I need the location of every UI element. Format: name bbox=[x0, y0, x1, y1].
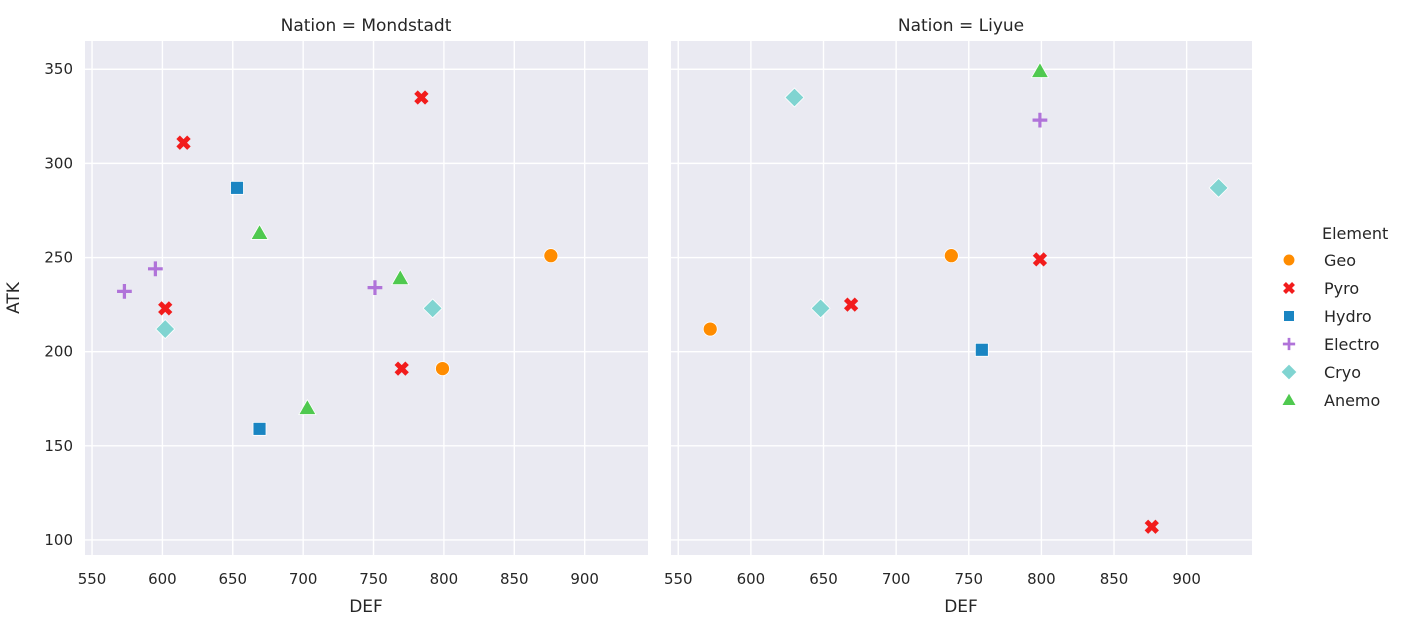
point-cryo bbox=[810, 298, 831, 319]
x-tick-label: 750 bbox=[359, 570, 388, 588]
point-geo bbox=[702, 321, 718, 337]
y-tick-label: 100 bbox=[44, 531, 73, 549]
x-tick-label: 850 bbox=[1100, 570, 1129, 588]
x-tick-label: 900 bbox=[570, 570, 599, 588]
point-cryo bbox=[422, 298, 443, 319]
legend-label: Electro bbox=[1324, 335, 1379, 354]
legend-label: Anemo bbox=[1324, 391, 1380, 410]
point-cryo bbox=[1208, 177, 1229, 198]
x-tick-label: 850 bbox=[500, 570, 529, 588]
y-axis-label: ATK bbox=[4, 281, 24, 314]
x-tick-label: 650 bbox=[809, 570, 838, 588]
point-pyro bbox=[176, 135, 191, 150]
point-geo bbox=[543, 248, 559, 264]
plot-area-mondstadt bbox=[85, 41, 648, 555]
point-hydro bbox=[252, 421, 267, 436]
x-tick-label: 700 bbox=[289, 570, 318, 588]
point-electro bbox=[367, 280, 383, 296]
x-tick-label: 800 bbox=[430, 570, 459, 588]
legend-item-electro: Electro bbox=[1282, 335, 1379, 354]
point-electro bbox=[117, 284, 132, 299]
panel-title-mondstadt: Nation = Mondstadt bbox=[281, 16, 452, 36]
point-anemo bbox=[250, 223, 269, 240]
point-pyro bbox=[1144, 519, 1159, 534]
legend-marker-pyro bbox=[1283, 282, 1295, 294]
point-pyro bbox=[394, 361, 409, 376]
point-pyro bbox=[414, 90, 429, 105]
point-electro bbox=[147, 261, 163, 277]
legend-label: Hydro bbox=[1324, 307, 1372, 326]
point-electro bbox=[1032, 112, 1048, 128]
x-tick-label: 550 bbox=[664, 570, 693, 588]
point-hydro bbox=[974, 342, 989, 357]
panel-liyue: 550 600 650 700 750 800 850 900 Nation = Liyue … bbox=[664, 16, 1252, 617]
x-tick-label: 900 bbox=[1172, 570, 1201, 588]
legend-marker-hydro bbox=[1283, 310, 1295, 322]
legend-item-cryo: Cryo bbox=[1280, 363, 1361, 382]
legend-marker-cryo bbox=[1280, 363, 1298, 381]
legend-item-pyro: Pyro bbox=[1283, 279, 1359, 298]
legend-label: Cryo bbox=[1324, 363, 1361, 382]
legend-title: Element bbox=[1322, 224, 1388, 243]
x-tick-label: 750 bbox=[954, 570, 983, 588]
x-tick-label: 800 bbox=[1027, 570, 1056, 588]
legend-label: Geo bbox=[1324, 251, 1356, 270]
legend-marker-anemo bbox=[1281, 392, 1297, 406]
legend-item-anemo: Anemo bbox=[1281, 391, 1380, 410]
y-tick-label: 200 bbox=[44, 343, 73, 361]
x-axis-label-liyue: DEF bbox=[944, 597, 978, 617]
y-tick-label: 300 bbox=[44, 154, 73, 172]
legend-label: Pyro bbox=[1324, 279, 1359, 298]
legend: Element Geo Pyro Hydro Electro Cryo Anemo bbox=[1280, 224, 1388, 410]
x-tick-label: 600 bbox=[737, 570, 766, 588]
x-tick-label: 650 bbox=[218, 570, 247, 588]
point-pyro bbox=[843, 297, 859, 312]
x-tick-label: 600 bbox=[148, 570, 177, 588]
plot-area-liyue bbox=[671, 41, 1252, 555]
panel-title-liyue: Nation = Liyue bbox=[898, 16, 1024, 36]
y-tick-label: 150 bbox=[44, 437, 73, 455]
panel-mondstadt: 550 600 650 700 750 800 850 900 100 150 200 250 300… bbox=[4, 16, 648, 617]
point-anemo bbox=[391, 268, 410, 286]
y-tick-label: 250 bbox=[44, 249, 73, 267]
legend-marker-electro bbox=[1282, 337, 1296, 351]
point-cryo bbox=[155, 319, 176, 340]
legend-marker-geo bbox=[1282, 253, 1296, 267]
point-pyro bbox=[158, 301, 173, 316]
point-anemo bbox=[1030, 61, 1050, 78]
y-tick-label: 350 bbox=[44, 60, 73, 78]
legend-item-geo: Geo bbox=[1282, 251, 1356, 270]
point-hydro bbox=[230, 180, 244, 195]
point-cryo bbox=[784, 87, 805, 108]
point-geo bbox=[943, 248, 959, 264]
point-pyro bbox=[1032, 252, 1048, 267]
point-anemo bbox=[298, 398, 317, 415]
x-tick-label: 700 bbox=[882, 570, 911, 588]
legend-item-hydro: Hydro bbox=[1283, 307, 1372, 326]
x-axis-label-mondstadt: DEF bbox=[349, 597, 383, 617]
x-tick-label: 550 bbox=[78, 570, 107, 588]
point-geo bbox=[435, 361, 450, 377]
